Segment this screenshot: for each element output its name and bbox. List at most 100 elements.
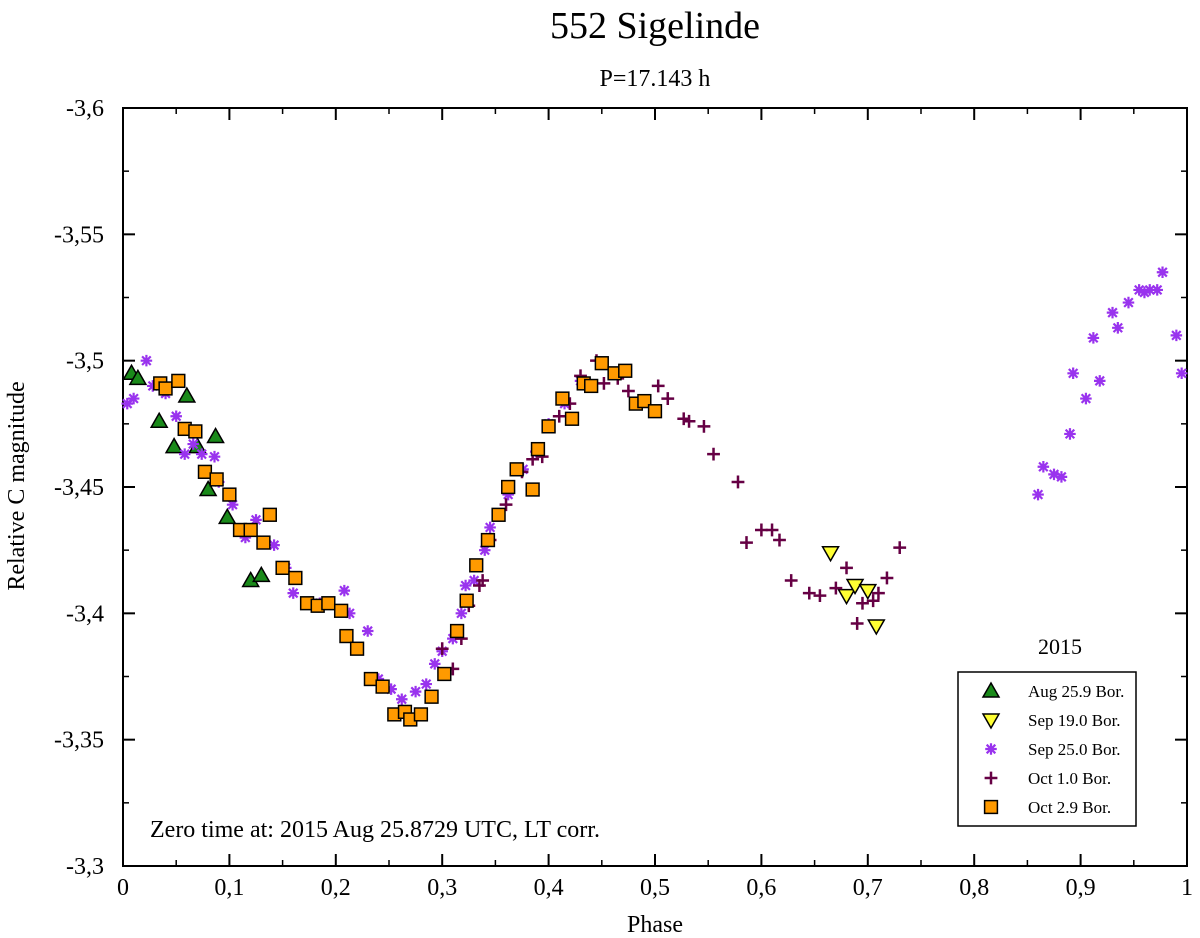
x-tick-label: 0,6 [746, 875, 776, 901]
data-point-asterisk [1048, 468, 1060, 481]
data-point-square [469, 558, 484, 573]
data-point-square [501, 479, 516, 495]
data-point-plus [880, 571, 894, 585]
data-point-plus [682, 414, 696, 428]
data-point-square [594, 356, 609, 371]
legend-label: Oct 1.0 Bor. [1028, 769, 1111, 788]
data-point-asterisk [361, 625, 374, 637]
data-point-plus [651, 379, 665, 393]
data-point-asterisk [1055, 471, 1068, 483]
legend-marker-triangle-up [981, 681, 1001, 698]
data-point-triangle-up [198, 480, 218, 497]
data-point-asterisk [1122, 296, 1135, 309]
x-axis-label: Phase [627, 912, 683, 938]
legend-marker-asterisk [985, 743, 997, 755]
legend-marker-square [983, 799, 999, 815]
data-point-asterisk [1067, 367, 1079, 380]
data-point-asterisk [447, 632, 459, 645]
data-point-square [530, 441, 546, 457]
data-point-square [158, 381, 173, 396]
legend-marker-plus [984, 771, 998, 785]
data-point-asterisk [226, 498, 239, 511]
data-point-plus [661, 392, 675, 405]
data-point-asterisk [140, 354, 153, 367]
data-point-triangle-up [252, 565, 271, 583]
data-point-square [188, 424, 203, 439]
data-point-triangle-down [867, 619, 886, 636]
data-point-square [375, 679, 390, 694]
data-point-square [275, 560, 290, 576]
data-point-asterisk [1093, 375, 1106, 387]
data-point-asterisk [1112, 322, 1124, 334]
y-tick-label: -3,3 [66, 854, 104, 880]
data-point-asterisk [187, 438, 199, 450]
data-point-plus [829, 581, 843, 595]
data-point-square [449, 623, 465, 639]
data-point-triangle-down [821, 545, 840, 563]
x-tick-label: 0,4 [534, 875, 564, 901]
data-point-asterisk [208, 450, 221, 463]
data-point-square [424, 689, 439, 704]
data-point-asterisk [372, 673, 385, 685]
legend: 2015 Aug 25.9 Bor. Sep 19.0 Bor. Sep 25.0 … [957, 634, 1137, 827]
data-point-asterisk [127, 392, 140, 405]
data-point-triangle-down [837, 588, 856, 606]
data-point-plus [731, 475, 745, 489]
data-point-square [437, 666, 452, 682]
data-point-square [584, 378, 599, 394]
data-point-asterisk [268, 539, 280, 551]
data-point-asterisk [178, 448, 191, 460]
data-point-asterisk [396, 693, 408, 705]
data-point-triangle-up [206, 426, 225, 444]
data-point-asterisk [428, 658, 441, 670]
data-point-asterisk [385, 683, 397, 695]
data-point-asterisk [1032, 488, 1044, 501]
x-tick-label: 1 [1181, 875, 1193, 901]
data-points [121, 266, 1188, 727]
data-point-plus [597, 377, 611, 390]
x-tick-label: 0,5 [640, 875, 670, 901]
data-point-asterisk [1064, 428, 1076, 440]
x-tick-label: 0,8 [959, 875, 989, 901]
x-tick-label: 0,2 [321, 875, 351, 901]
data-point-plus [765, 523, 779, 537]
data-point-asterisk [287, 587, 299, 599]
data-point-asterisk [1087, 332, 1100, 344]
data-point-asterisk [1170, 329, 1183, 342]
data-point-asterisk [1138, 286, 1151, 299]
data-point-asterisk [1037, 461, 1050, 473]
axes: 0 0,1 0,2 0,3 0,4 0,5 0,6 0,7 0,8 0,9 1 -3,6 -3,55 -3… [54, 96, 1193, 901]
data-point-asterisk [420, 678, 432, 690]
data-point-plus [773, 533, 786, 547]
data-point-asterisk [195, 448, 208, 460]
data-point-asterisk [1080, 392, 1092, 405]
data-point-asterisk [484, 521, 496, 534]
data-point-square [262, 507, 277, 522]
data-point-asterisk [459, 579, 472, 592]
data-point-square [222, 487, 237, 502]
legend-label: Sep 25.0 Bor. [1028, 740, 1121, 759]
x-tick-label: 0,3 [427, 875, 457, 901]
y-tick-label: -3,45 [54, 475, 104, 501]
data-point-plus [435, 642, 449, 656]
data-point-plus [872, 586, 885, 600]
data-point-square [333, 603, 349, 618]
data-point-asterisk [1151, 284, 1163, 296]
data-point-square [647, 404, 663, 419]
data-point-square [243, 522, 258, 538]
data-point-plus [893, 541, 907, 555]
data-point-triangle-down [858, 583, 878, 601]
data-point-asterisk [1144, 284, 1156, 296]
data-point-plus [802, 586, 816, 600]
y-axis-label: Relative C magnitude [4, 381, 30, 590]
data-point-asterisk [239, 531, 252, 544]
data-point-plus [840, 561, 853, 575]
data-point-asterisk [170, 410, 182, 423]
legend-marker-triangle-down [981, 713, 1001, 730]
data-point-plus [622, 384, 635, 398]
data-point-square [555, 391, 570, 406]
zero-time-annotation: Zero time at: 2015 Aug 25.8729 UTC, LT c… [150, 817, 600, 843]
data-point-square [321, 596, 336, 611]
data-point-plus [740, 536, 753, 549]
data-point-asterisk [147, 380, 159, 392]
